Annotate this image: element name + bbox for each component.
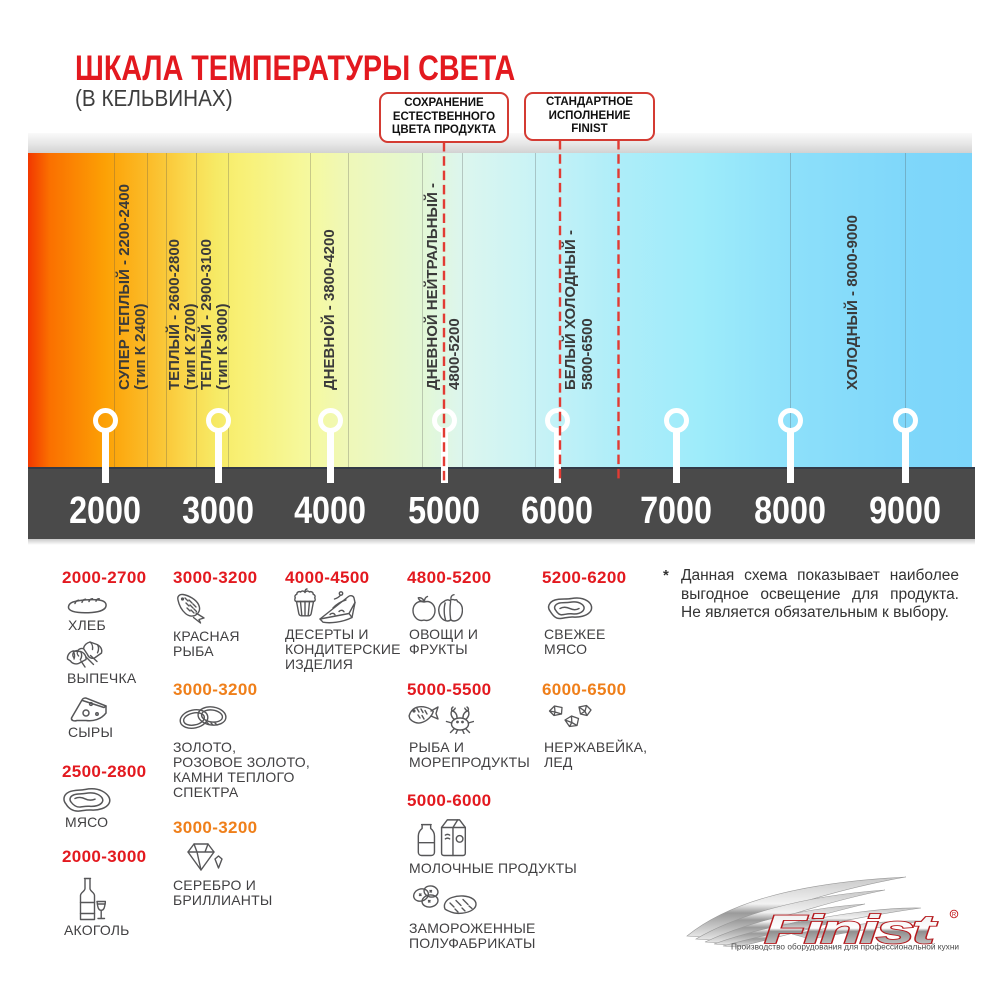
svg-text:Производство оборудования для: Производство оборудования для профессион…: [731, 942, 959, 952]
svg-text:R: R: [952, 913, 957, 919]
svg-text:Finist: Finist: [764, 907, 937, 952]
